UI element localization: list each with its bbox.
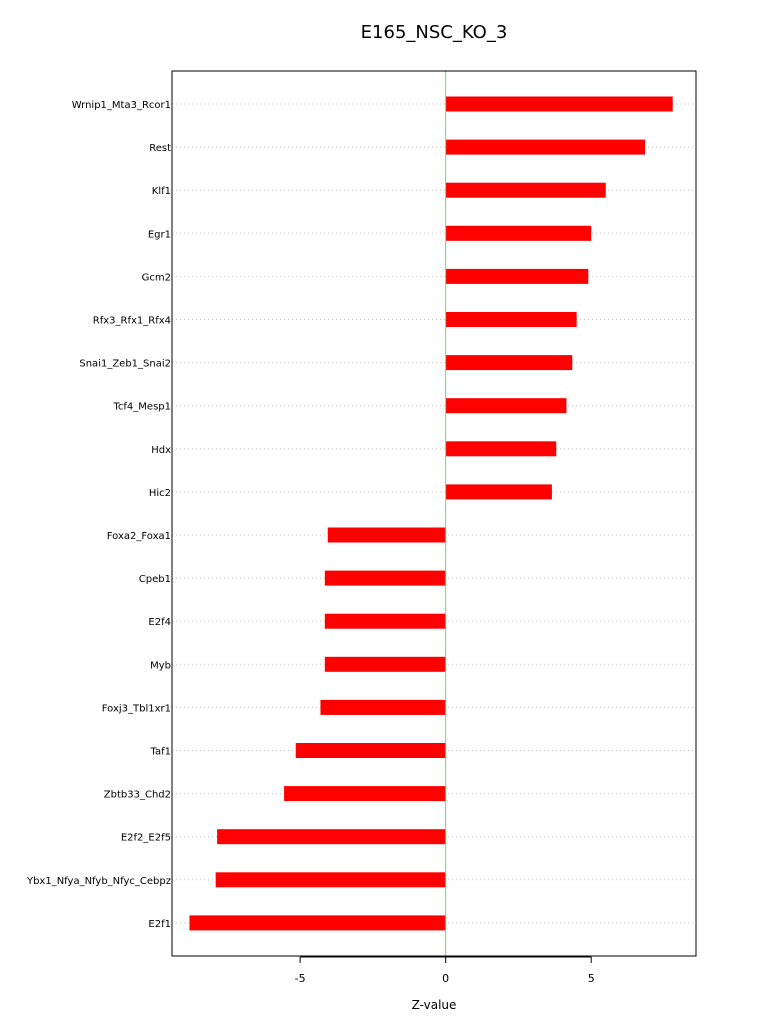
x-axis-label: Z-value	[411, 998, 457, 1012]
bar	[445, 268, 589, 284]
category-label: Klf1	[152, 186, 171, 197]
category-label: Cpeb1	[139, 574, 171, 585]
bar	[324, 570, 446, 586]
category-label: Taf1	[150, 747, 171, 758]
bar	[295, 743, 446, 758]
category-label: Foxa2_Foxa1	[107, 531, 171, 542]
category-label: Ybx1_Nfya_Nfyb_Nfyc_Cebpz	[26, 876, 171, 887]
bar	[445, 139, 646, 155]
category-label: Myb	[150, 660, 171, 671]
bar	[445, 96, 673, 112]
category-label: E2f2_E2f5	[121, 833, 171, 844]
category-label: Rfx3_Rfx1_Rfx4	[93, 316, 171, 327]
bar	[445, 441, 557, 457]
bar	[324, 613, 446, 629]
category-label: Rest	[149, 143, 171, 154]
category-label: Foxj3_Tbl1xr1	[102, 703, 171, 714]
bar	[324, 656, 446, 672]
bar	[445, 398, 567, 414]
bar	[327, 527, 446, 543]
category-label: Wrnip1_Mta3_Rcor1	[72, 100, 171, 111]
bar	[215, 872, 446, 888]
x-tick-label: -5	[295, 972, 306, 985]
bar	[445, 312, 577, 327]
category-label: Hic2	[149, 488, 171, 499]
category-label: Egr1	[148, 229, 171, 240]
category-label: E2f4	[148, 617, 171, 628]
category-label: E2f1	[148, 919, 171, 930]
category-label: Hdx	[151, 445, 171, 456]
category-label: Gcm2	[142, 272, 171, 283]
bar	[445, 182, 606, 198]
x-tick-label: 5	[588, 972, 595, 985]
bar	[284, 786, 446, 802]
bar	[445, 225, 592, 241]
category-label: Tcf4_Mesp1	[113, 402, 172, 413]
bar	[320, 699, 446, 715]
bar	[217, 829, 446, 845]
bar	[445, 484, 552, 500]
category-label: Snai1_Zeb1_Snai2	[79, 359, 171, 370]
x-tick-label: 0	[442, 972, 449, 985]
category-label: Zbtb33_Chd2	[104, 790, 171, 801]
chart-title: E165_NSC_KO_3	[360, 22, 508, 43]
bar	[189, 915, 446, 931]
plot-frame	[171, 70, 697, 957]
bar	[445, 355, 573, 371]
